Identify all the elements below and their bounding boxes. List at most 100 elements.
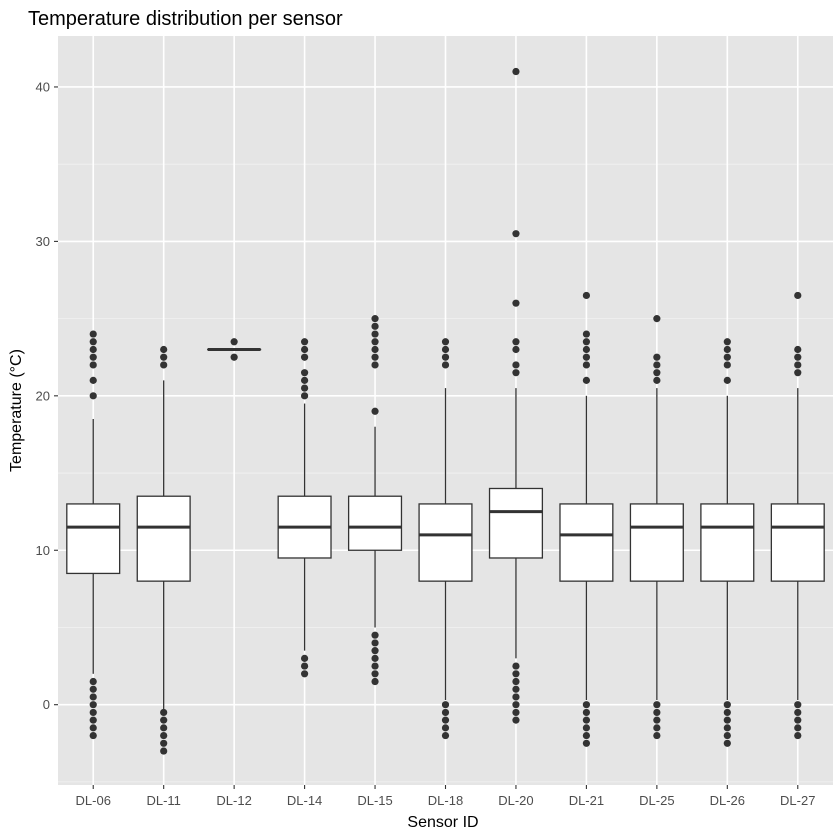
x-tick-label-dl-11: DL-11 xyxy=(146,793,180,808)
iqr-box xyxy=(559,503,614,582)
outlier-point xyxy=(160,747,168,755)
outlier-point xyxy=(653,369,661,377)
chart-title: Temperature distribution per sensor xyxy=(28,8,343,30)
outlier-point xyxy=(371,315,379,323)
outlier-point xyxy=(653,376,661,384)
outlier-point xyxy=(89,724,97,732)
outlier-point xyxy=(371,353,379,361)
outlier-point xyxy=(794,361,802,369)
outlier-point xyxy=(512,299,520,307)
outlier-point xyxy=(441,345,450,354)
outlier-point xyxy=(441,361,450,369)
outlier-point xyxy=(230,338,238,346)
outlier-point xyxy=(653,716,661,724)
outlier-point xyxy=(582,345,591,354)
outlier-point xyxy=(582,338,591,346)
outlier-point xyxy=(723,739,731,747)
outlier-point xyxy=(653,353,661,361)
box-dl-12 xyxy=(207,338,262,361)
outlier-point xyxy=(89,716,97,724)
outlier-point xyxy=(160,345,168,354)
iqr-box xyxy=(418,503,473,582)
box-dl-21 xyxy=(559,291,614,747)
box-dl-25 xyxy=(629,315,684,740)
outlier-point xyxy=(512,693,520,701)
outlier-point xyxy=(89,345,97,354)
x-tick-label-dl-26: DL-26 xyxy=(710,793,745,808)
outlier-point xyxy=(653,731,661,740)
y-tick-label: 20 xyxy=(36,388,50,403)
outlier-point xyxy=(371,322,379,330)
outlier-point xyxy=(723,376,731,384)
outlier-point xyxy=(300,353,309,361)
outlier-point xyxy=(582,716,591,724)
outlier-point xyxy=(160,708,168,717)
outlier-point xyxy=(89,330,97,338)
iqr-box xyxy=(770,503,825,582)
iqr-box xyxy=(136,495,191,582)
outlier-point xyxy=(89,361,97,369)
outlier-point xyxy=(89,677,97,686)
outlier-point xyxy=(512,670,520,678)
outlier-point xyxy=(371,677,379,686)
outlier-point xyxy=(300,369,309,377)
outlier-point xyxy=(89,338,97,346)
outlier-point xyxy=(89,685,97,693)
outlier-point xyxy=(89,693,97,701)
box-dl-15 xyxy=(347,315,403,686)
outlier-point xyxy=(723,731,731,740)
outlier-point xyxy=(512,685,520,693)
outlier-point xyxy=(300,345,309,354)
iqr-box xyxy=(66,503,121,575)
outlier-point xyxy=(89,392,97,400)
outlier-point xyxy=(582,291,591,300)
outlier-point xyxy=(653,724,661,732)
x-tick-label-dl-06: DL-06 xyxy=(76,793,111,808)
outlier-point xyxy=(230,353,238,361)
outlier-point xyxy=(441,708,450,717)
outlier-point xyxy=(89,708,97,717)
outlier-point xyxy=(794,369,802,377)
box-dl-20 xyxy=(488,67,544,724)
x-tick-label-dl-25: DL-25 xyxy=(639,793,674,808)
outlier-point xyxy=(441,338,450,346)
outlier-point xyxy=(371,639,379,647)
outlier-point xyxy=(582,376,591,384)
outlier-point xyxy=(89,376,97,384)
outlier-point xyxy=(582,739,591,747)
outlier-point xyxy=(160,353,168,361)
box-dl-06 xyxy=(66,330,121,740)
x-tick-label-dl-21: DL-21 xyxy=(569,793,604,808)
y-tick-label: 0 xyxy=(43,697,50,712)
outlier-point xyxy=(723,724,731,732)
outlier-point xyxy=(512,662,520,670)
outlier-point xyxy=(300,662,309,670)
outlier-point xyxy=(371,361,379,369)
y-tick-label: 40 xyxy=(36,79,50,94)
outlier-point xyxy=(512,369,520,377)
outlier-point xyxy=(653,315,661,323)
iqr-box xyxy=(488,487,544,559)
outlier-point xyxy=(794,724,802,732)
outlier-point xyxy=(300,338,309,346)
x-tick-label-dl-18: DL-18 xyxy=(428,793,463,808)
outlier-point xyxy=(512,67,520,76)
outlier-point xyxy=(723,701,731,709)
outlier-point xyxy=(300,670,309,678)
outlier-point xyxy=(582,731,591,740)
outlier-point xyxy=(371,670,379,678)
outlier-point xyxy=(582,724,591,732)
outlier-point xyxy=(371,407,379,415)
outlier-point xyxy=(89,701,97,709)
outlier-point xyxy=(582,353,591,361)
outlier-point xyxy=(512,361,520,369)
outlier-point xyxy=(160,739,168,747)
y-axis-title: Temperature (°C) xyxy=(8,349,25,472)
outlier-point xyxy=(512,230,520,238)
outlier-point xyxy=(512,708,520,717)
outlier-point xyxy=(794,731,802,740)
outlier-point xyxy=(441,716,450,724)
box-dl-18 xyxy=(418,338,473,740)
outlier-point xyxy=(794,291,802,300)
